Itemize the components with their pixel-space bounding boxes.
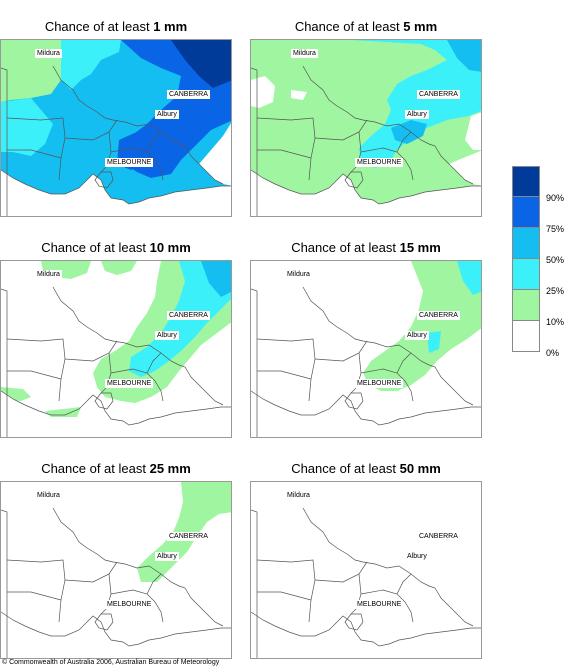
label-mildura: Mildura [35, 491, 62, 500]
title-prefix: Chance of at least [294, 19, 404, 34]
title-amount: 15 mm [399, 240, 441, 255]
map-5mm [251, 40, 481, 216]
title-prefix: Chance of at least [41, 240, 150, 255]
label-albury: Albury [155, 552, 179, 561]
legend-swatch-10 [512, 290, 540, 321]
map-panel-25mm: Mildura CANBERRA Albury MELBOURNE [0, 481, 232, 659]
copyright-notice: © Commonwealth of Australia 2006, Austra… [2, 659, 220, 666]
label-canberra: CANBERRA [417, 311, 460, 320]
map-panel-15mm: Mildura CANBERRA Albury MELBOURNE [250, 260, 482, 438]
label-mildura: Mildura [35, 49, 62, 58]
panel-title-5mm: Chance of at least 5 mm [250, 19, 482, 34]
label-mildura: Mildura [285, 491, 312, 500]
map-panel-50mm: Mildura CANBERRA Albury MELBOURNE [250, 481, 482, 659]
panel-title-15mm: Chance of at least 15 mm [250, 240, 482, 255]
title-amount: 50 mm [399, 461, 441, 476]
label-melbourne: MELBOURNE [105, 158, 154, 167]
title-prefix: Chance of at least [44, 19, 154, 34]
map-panel-10mm: Mildura CANBERRA Albury MELBOURNE [0, 260, 232, 438]
panel-title-25mm: Chance of at least 25 mm [0, 461, 232, 476]
label-albury: Albury [155, 331, 179, 340]
map-panel-1mm: Mildura CANBERRA Albury MELBOURNE [0, 39, 232, 217]
title-amount: 25 mm [149, 461, 191, 476]
title-prefix: Chance of at least [291, 461, 400, 476]
probability-legend [512, 166, 540, 352]
label-canberra: CANBERRA [167, 90, 210, 99]
label-melbourne: MELBOURNE [355, 379, 404, 388]
title-amount: 10 mm [149, 240, 191, 255]
label-melbourne: MELBOURNE [355, 158, 404, 167]
legend-swatch-75 [512, 197, 540, 228]
legend-label-0: 0% [546, 348, 560, 358]
legend-label-90: 90% [546, 193, 565, 203]
label-albury: Albury [405, 110, 429, 119]
map-50mm [251, 482, 481, 658]
panel-title-50mm: Chance of at least 50 mm [250, 461, 482, 476]
label-canberra: CANBERRA [417, 90, 460, 99]
title-amount: 1 mm [153, 19, 188, 34]
legend-swatch-0 [512, 321, 540, 352]
label-canberra: CANBERRA [167, 532, 210, 541]
map-panel-5mm: Mildura CANBERRA Albury MELBOURNE [250, 39, 482, 217]
label-albury: Albury [155, 110, 179, 119]
legend-label-75: 75% [546, 224, 565, 234]
title-prefix: Chance of at least [41, 461, 150, 476]
title-amount: 5 mm [403, 19, 438, 34]
legend-swatch-25 [512, 259, 540, 290]
map-10mm [1, 261, 231, 437]
legend-label-25: 25% [546, 286, 565, 296]
title-prefix: Chance of at least [291, 240, 400, 255]
label-canberra: CANBERRA [167, 311, 210, 320]
label-canberra: CANBERRA [417, 532, 460, 541]
label-melbourne: MELBOURNE [105, 379, 154, 388]
map-25mm [1, 482, 231, 658]
label-mildura: Mildura [285, 270, 312, 279]
label-mildura: Mildura [35, 270, 62, 279]
legend-label-50: 50% [546, 255, 565, 265]
legend-swatch-50 [512, 228, 540, 259]
panel-title-10mm: Chance of at least 10 mm [0, 240, 232, 255]
label-melbourne: MELBOURNE [105, 600, 154, 609]
label-albury: Albury [405, 552, 429, 561]
panel-title-1mm: Chance of at least 1 mm [0, 19, 232, 34]
label-mildura: Mildura [291, 49, 318, 58]
label-albury: Albury [405, 331, 429, 340]
map-15mm [251, 261, 481, 437]
legend-label-10: 10% [546, 317, 565, 327]
map-1mm [1, 40, 231, 216]
legend-swatch-90 [512, 166, 540, 197]
label-melbourne: MELBOURNE [355, 600, 404, 609]
